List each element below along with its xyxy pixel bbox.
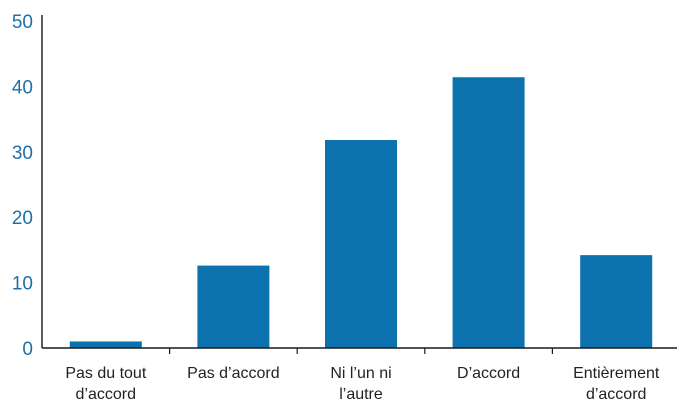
y-tick-label: 50 bbox=[12, 12, 33, 33]
x-tick-label-line: l’autre bbox=[339, 386, 383, 403]
x-tick-label-line: d’accord bbox=[76, 386, 136, 403]
x-tick-label: D’accord bbox=[457, 365, 520, 382]
x-tick-label-line: d’accord bbox=[586, 386, 646, 403]
bars bbox=[69, 77, 653, 348]
bar bbox=[69, 341, 142, 348]
x-tick-label-line: Pas du tout bbox=[65, 365, 147, 382]
x-tick-label-line: Ni l’un ni bbox=[330, 365, 391, 382]
bar bbox=[452, 77, 525, 348]
y-tick-label: 10 bbox=[12, 274, 33, 295]
y-tick-label: 40 bbox=[12, 77, 33, 98]
bar bbox=[580, 255, 653, 348]
x-tick-label: Ni l’un ni l’autre bbox=[330, 365, 391, 403]
y-axis-ticks: 0 10 20 30 40 50 bbox=[12, 12, 33, 360]
x-tick-label-line: Entièrement bbox=[573, 365, 660, 382]
x-tick-label: Pas du tout d’accord bbox=[65, 365, 147, 403]
x-axis-ticks: Pas du tout d’accord Pas d’accord Ni l’un n… bbox=[65, 348, 660, 403]
y-tick-label: 20 bbox=[12, 208, 33, 229]
y-tick-label: 30 bbox=[12, 143, 33, 164]
x-tick-label-line: Pas d’accord bbox=[187, 365, 280, 382]
x-tick-label: Entièrement d’accord bbox=[573, 365, 660, 403]
x-tick-label-line: D’accord bbox=[457, 365, 520, 382]
bar bbox=[325, 140, 397, 348]
y-tick-label: 0 bbox=[22, 339, 33, 360]
x-tick-label: Pas d’accord bbox=[187, 365, 280, 382]
bar bbox=[197, 265, 270, 348]
